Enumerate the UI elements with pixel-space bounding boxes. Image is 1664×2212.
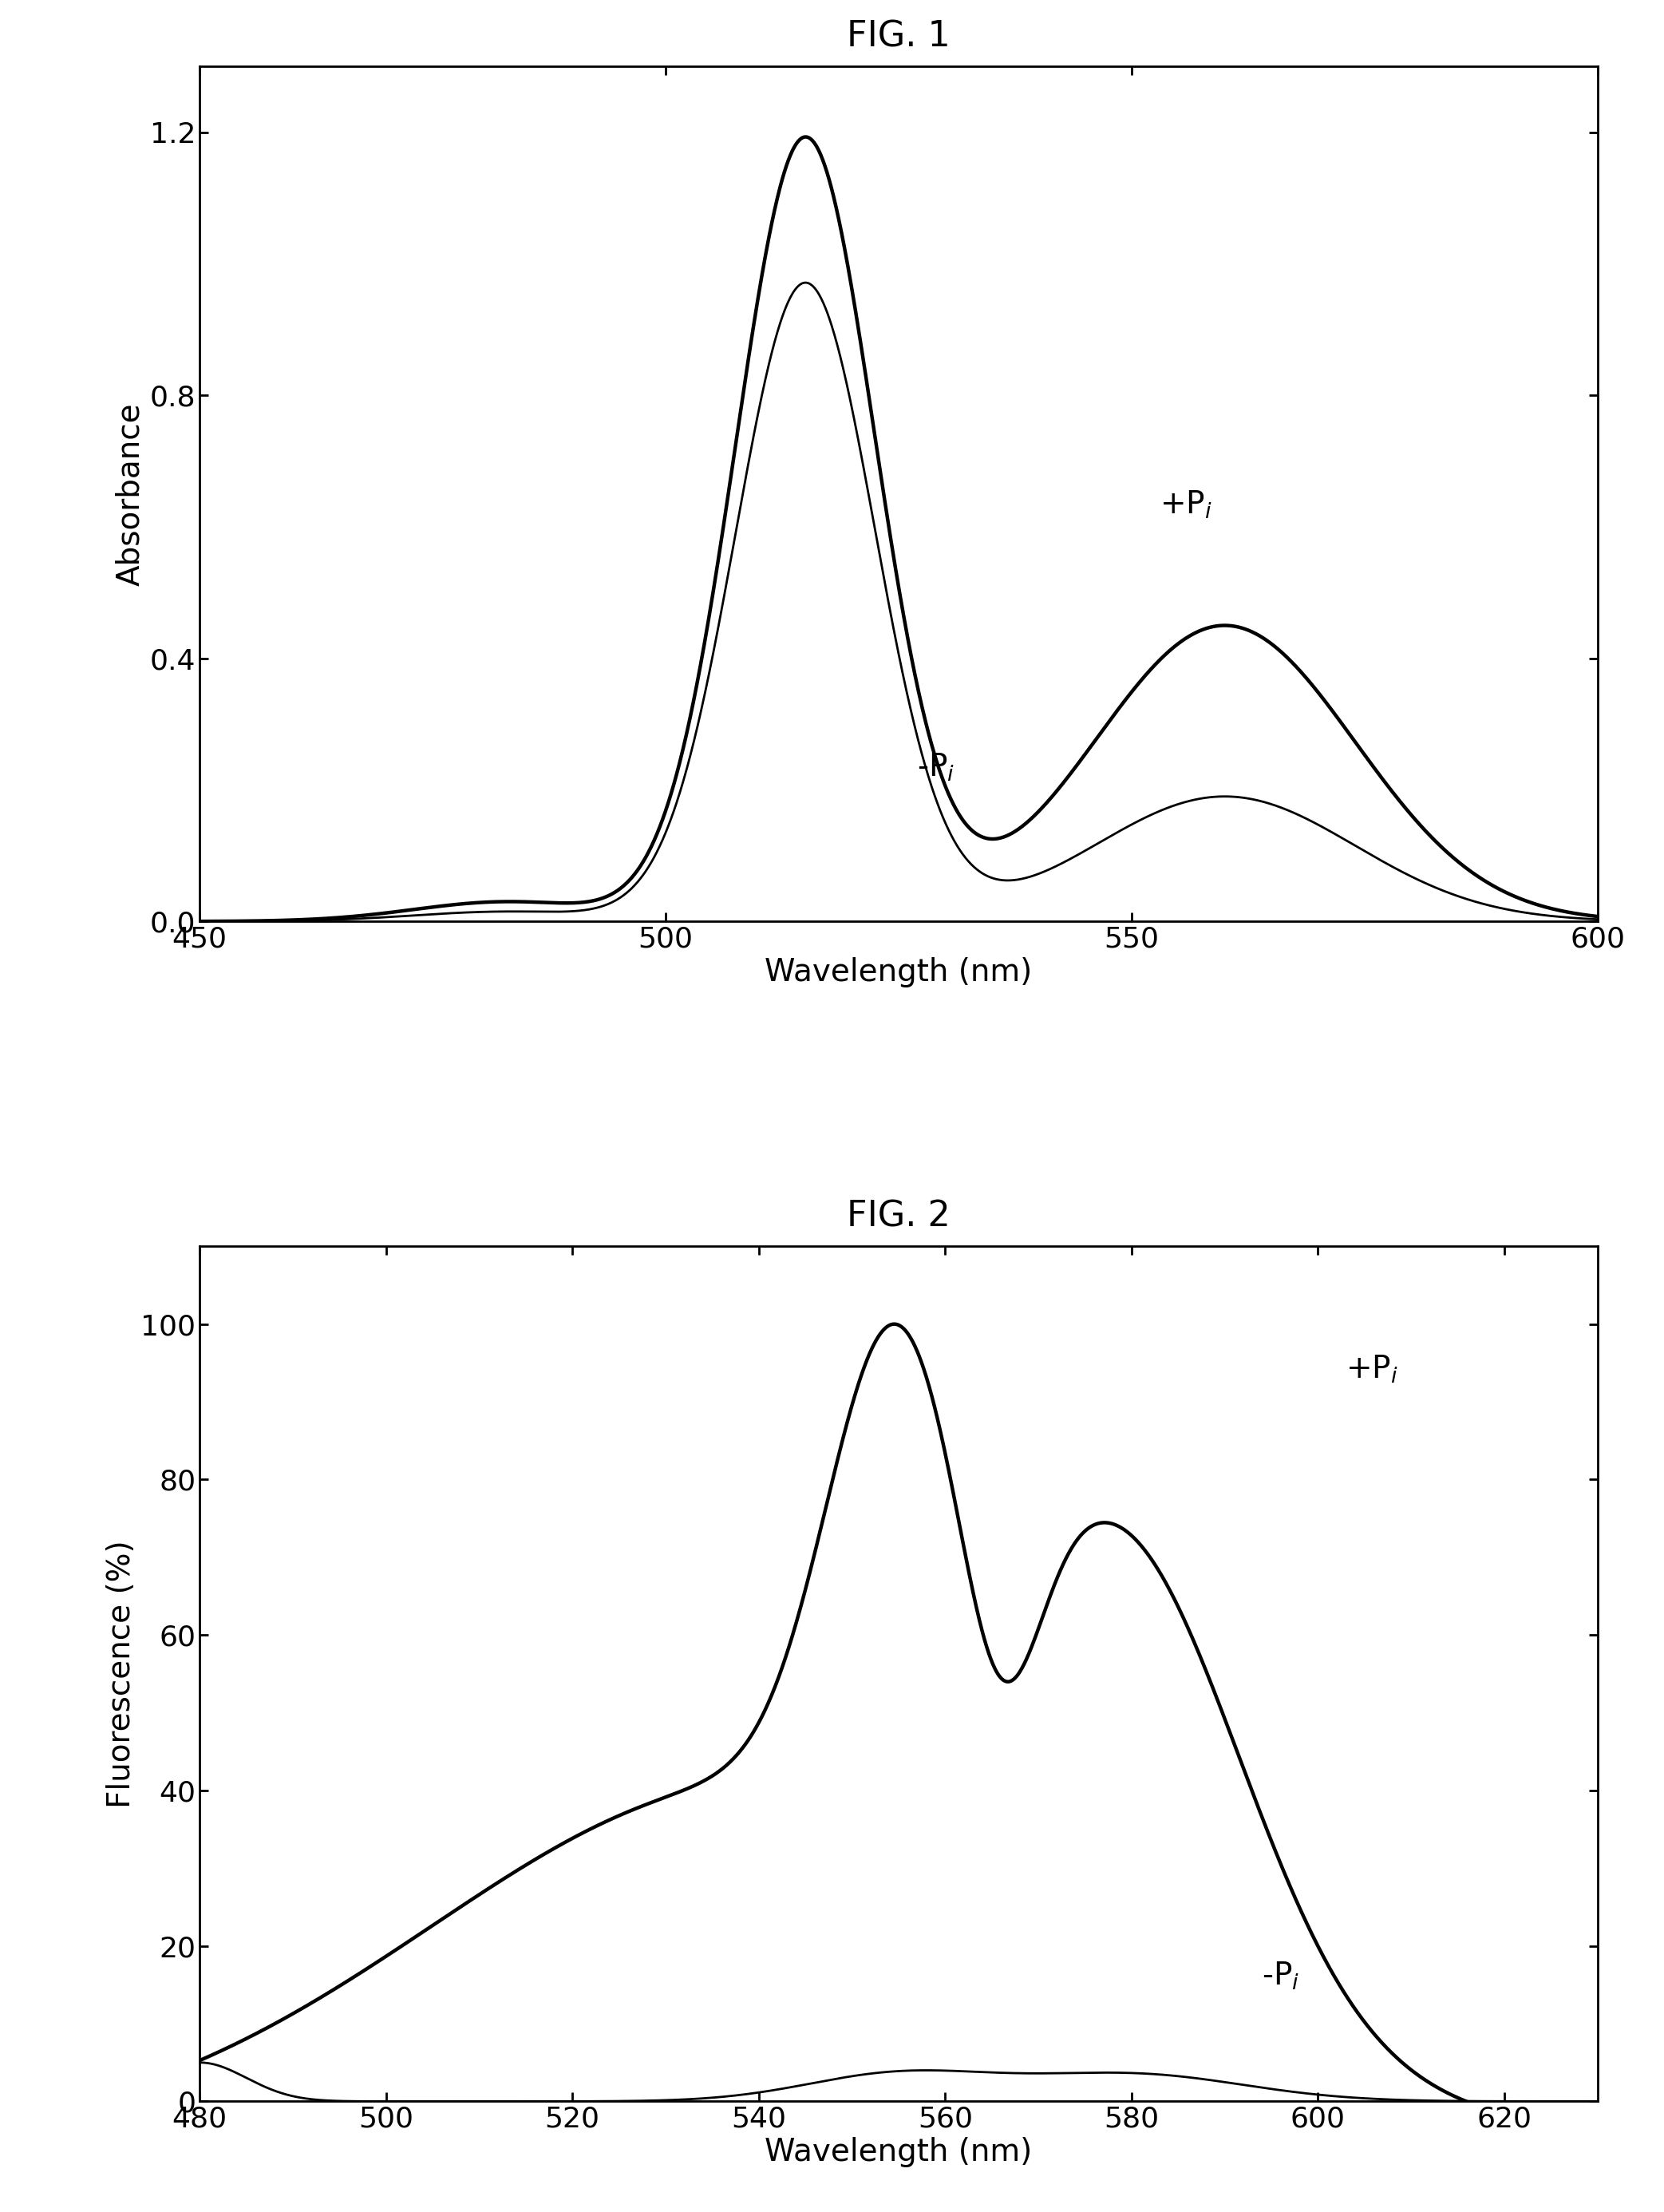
Text: -P$_i$: -P$_i$ (917, 752, 955, 783)
Title: FIG. 2: FIG. 2 (847, 1199, 950, 1234)
Y-axis label: Absorbance: Absorbance (115, 403, 145, 586)
X-axis label: Wavelength (nm): Wavelength (nm) (765, 958, 1032, 987)
Text: +P$_i$: +P$_i$ (1346, 1354, 1398, 1385)
X-axis label: Wavelength (nm): Wavelength (nm) (765, 2137, 1032, 2168)
Text: -P$_i$: -P$_i$ (1261, 1960, 1300, 1991)
Y-axis label: Fluorescence (%): Fluorescence (%) (106, 1540, 136, 1807)
Title: FIG. 1: FIG. 1 (847, 20, 950, 53)
Text: +P$_i$: +P$_i$ (1160, 489, 1211, 520)
